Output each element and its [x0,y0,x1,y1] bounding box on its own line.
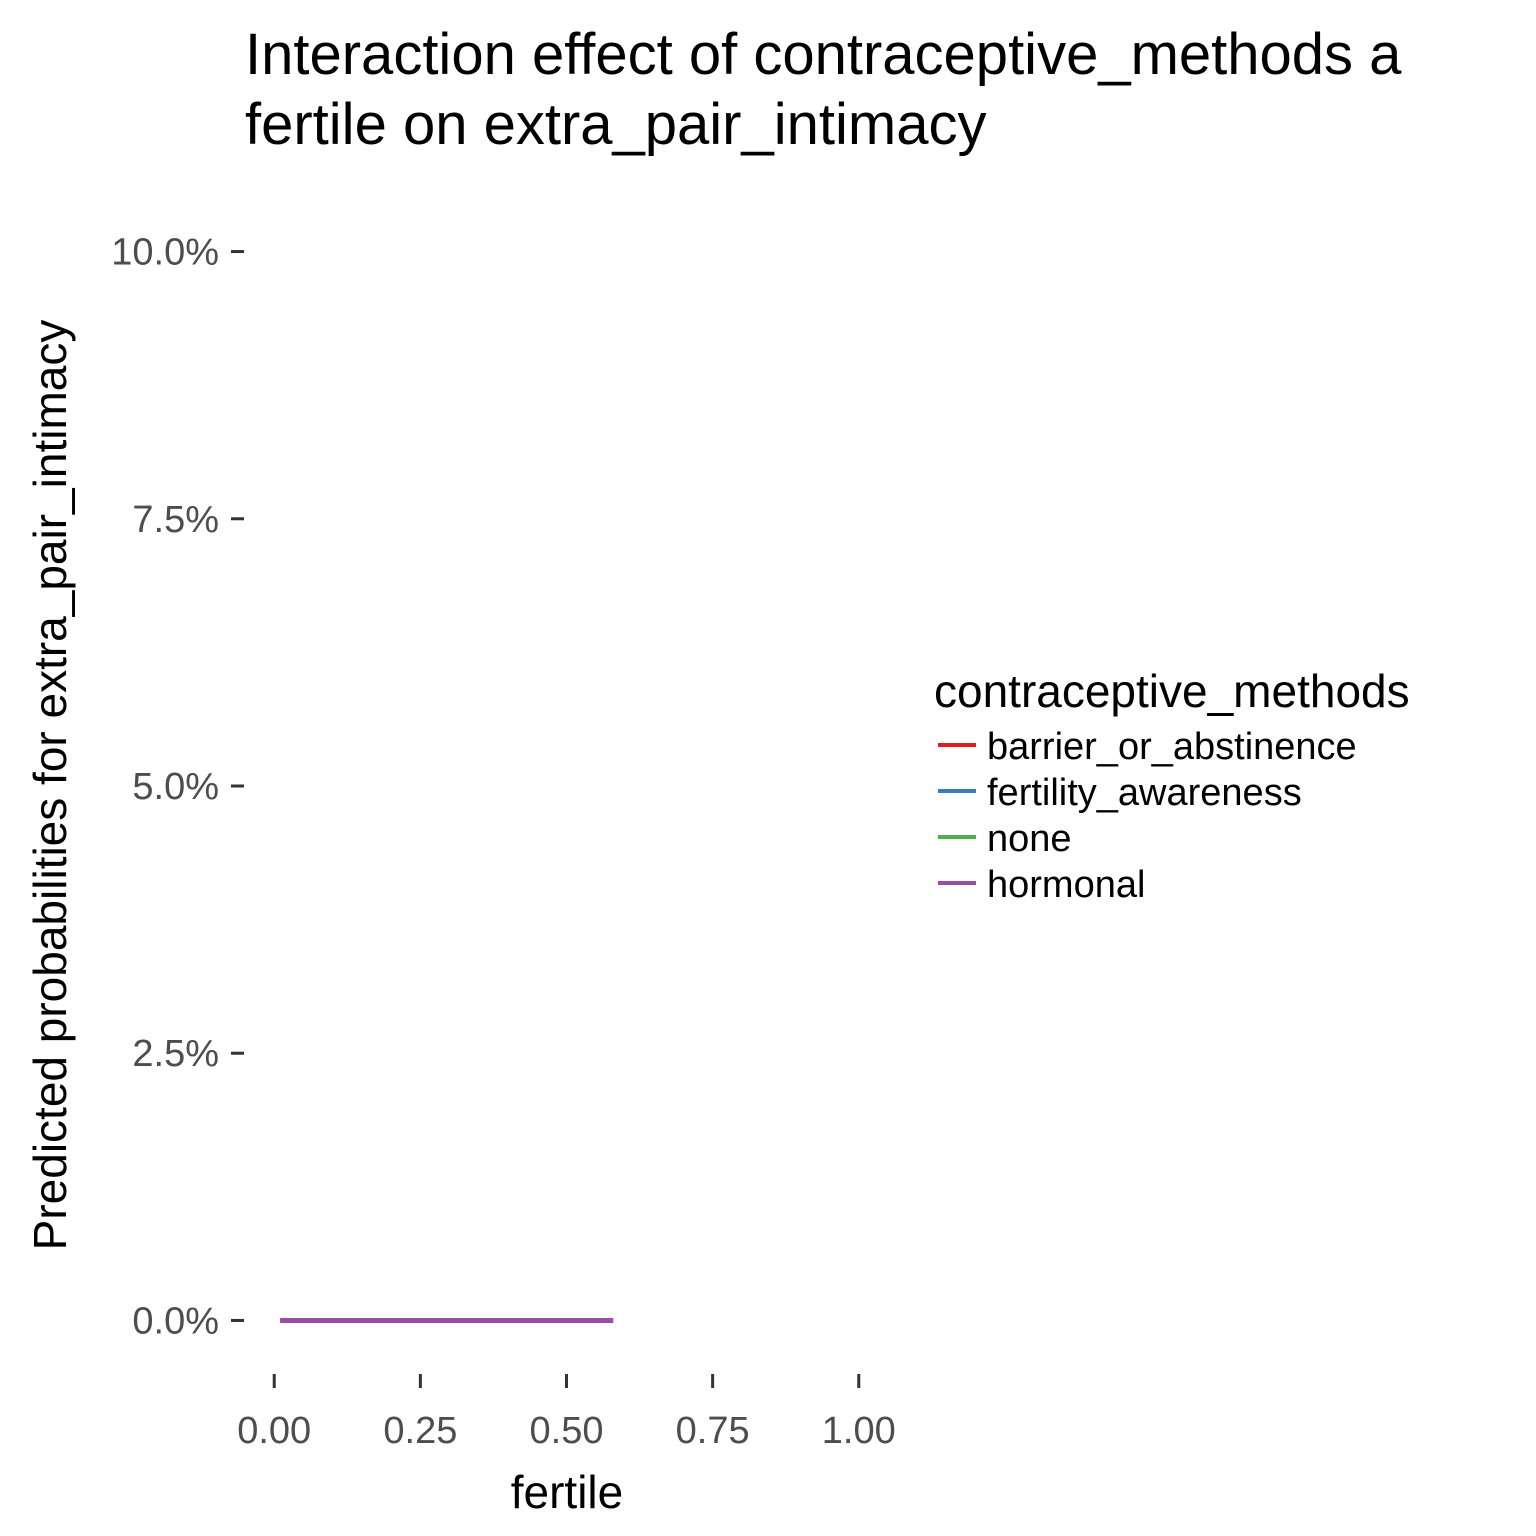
y-axis-title: Predicted probabilities for extra_pair_i… [24,320,76,1251]
y-tick-label: 10.0% [111,232,219,274]
x-tick-label: 0.00 [237,1410,311,1452]
legend-label-none: none [987,818,1072,860]
y-axis: 0.0% 2.5% 5.0% 7.5% 10.0% [111,232,244,1342]
x-axis-title: fertile [511,1466,623,1518]
chart-title-line-2: fertile on extra_pair_intimacy [245,92,986,157]
x-tick-label: 0.25 [383,1410,457,1452]
x-tick-label: 0.75 [676,1410,750,1452]
legend-label-barrier_or_abstinence: barrier_or_abstinence [987,726,1357,768]
y-tick-label: 5.0% [132,766,219,808]
legend-label-hormonal: hormonal [987,864,1145,906]
legend: contraceptive_methods barrier_or_abstine… [934,665,1410,906]
legend-title: contraceptive_methods [934,665,1410,717]
chart-title-line-1: Interaction effect of contraceptive_meth… [245,22,1402,87]
y-tick-label: 2.5% [132,1033,219,1075]
x-tick-label: 1.00 [822,1410,896,1452]
x-axis: 0.00 0.25 0.50 0.75 1.00 [237,1374,896,1452]
y-tick-label: 7.5% [132,499,219,541]
x-tick-label: 0.50 [530,1410,604,1452]
y-tick-label: 0.0% [132,1300,219,1342]
legend-label-fertility_awareness: fertility_awareness [987,772,1302,814]
